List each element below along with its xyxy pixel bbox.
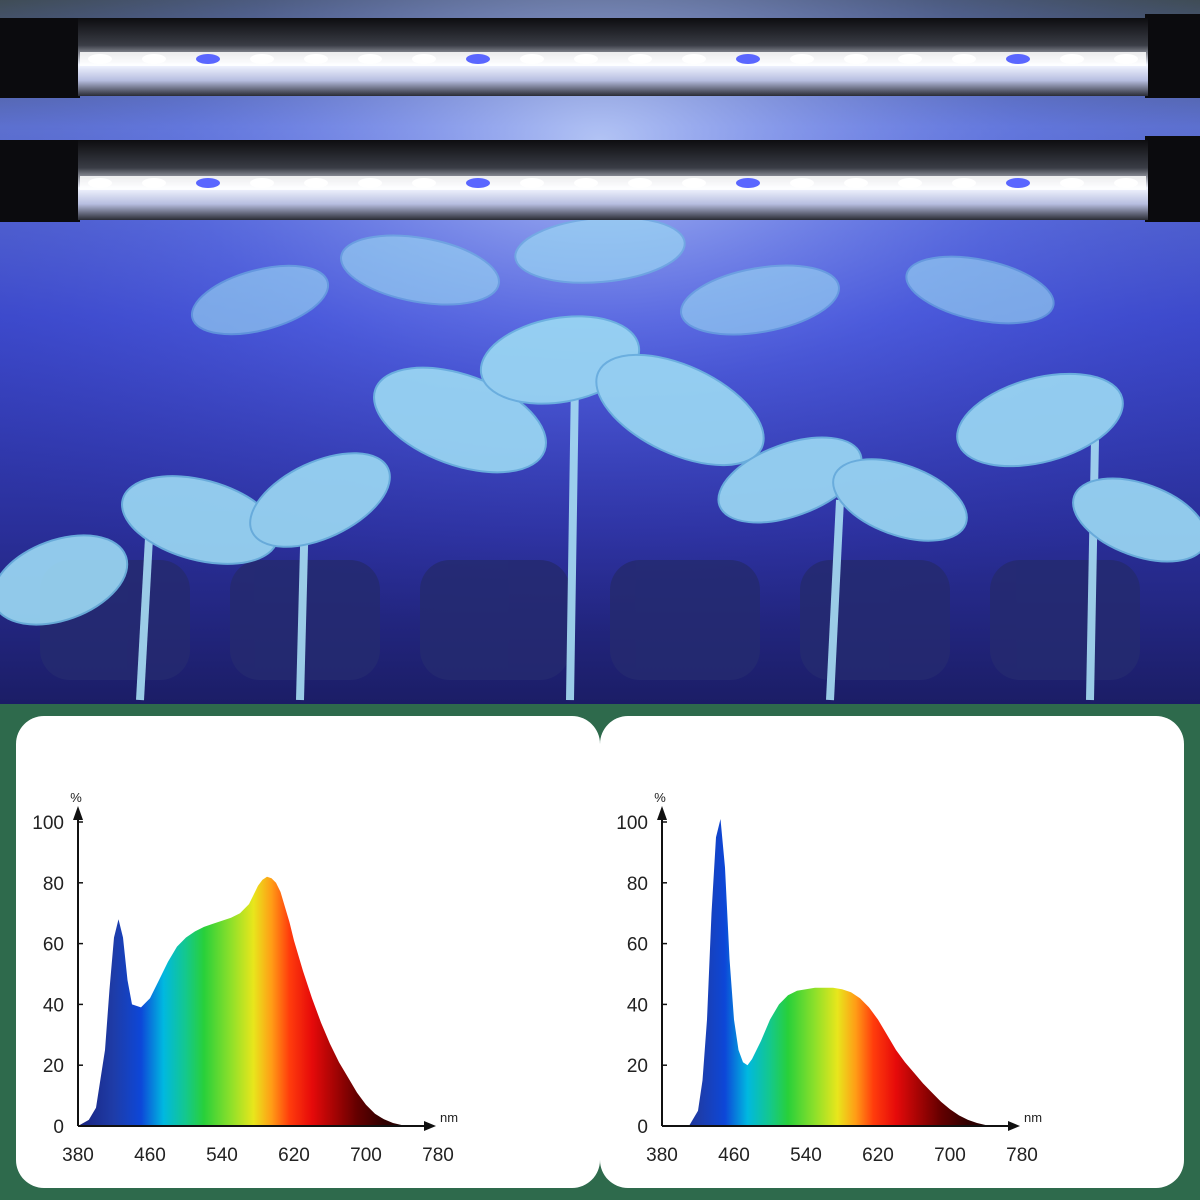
led-chip <box>1006 54 1030 64</box>
x-tick-label: 380 <box>646 1145 678 1166</box>
led-chip <box>1060 54 1084 64</box>
led-chip <box>628 178 652 188</box>
led-chip <box>682 54 706 64</box>
led-chip <box>574 178 598 188</box>
led-chip <box>196 54 220 64</box>
led-chip <box>1114 178 1138 188</box>
spectrum-area <box>78 876 411 1126</box>
y-unit-label: % <box>654 790 666 805</box>
spectrum-chart-left: 380 460 540 620 700 780 0 20 40 60 80 100 nm% <box>32 790 458 1166</box>
x-unit-label: nm <box>1024 1110 1042 1125</box>
led-chip <box>844 54 868 64</box>
led-chips <box>88 54 1138 188</box>
y-tick-label: 80 <box>43 874 64 895</box>
led-chip <box>628 54 652 64</box>
led-chip <box>898 54 922 64</box>
spectrum-chart-right: 380 460 540 620 700 780 0 20 40 60 80 100 nm% <box>616 790 1042 1166</box>
led-chip <box>574 54 598 64</box>
led-chip <box>142 178 166 188</box>
x-tick-label: 780 <box>1006 1145 1038 1166</box>
led-chip <box>1114 54 1138 64</box>
spectrum-area <box>689 819 995 1126</box>
x-axis-arrow <box>1008 1121 1020 1131</box>
x-tick-label: 700 <box>350 1145 382 1166</box>
led-chip <box>250 54 274 64</box>
led-chip <box>952 178 976 188</box>
led-chip <box>304 178 328 188</box>
x-tick-label: 540 <box>790 1145 822 1166</box>
y-axis-arrow <box>73 806 83 820</box>
y-tick-label: 40 <box>43 995 64 1016</box>
led-chip <box>250 178 274 188</box>
y-tick-label: 40 <box>627 995 648 1016</box>
led-chip <box>898 178 922 188</box>
y-tick-label: 60 <box>43 935 64 956</box>
y-tick-label: 100 <box>616 813 648 834</box>
led-chip <box>196 178 220 188</box>
x-tick-label: 540 <box>206 1145 238 1166</box>
led-chip <box>412 54 436 64</box>
seedlings <box>0 216 1200 701</box>
y-tick-label: 0 <box>53 1117 64 1138</box>
led-chip <box>952 54 976 64</box>
x-tick-label: 380 <box>62 1145 94 1166</box>
led-chip <box>304 54 328 64</box>
led-chip <box>88 54 112 64</box>
led-chip <box>520 54 544 64</box>
led-chip <box>412 178 436 188</box>
x-axis-arrow <box>424 1121 436 1131</box>
x-tick-label: 460 <box>718 1145 750 1166</box>
x-tick-label: 460 <box>134 1145 166 1166</box>
led-chip <box>844 178 868 188</box>
led-chip <box>88 178 112 188</box>
y-unit-label: % <box>70 790 82 805</box>
led-chip <box>520 178 544 188</box>
led-chip <box>358 54 382 64</box>
led-chip <box>790 178 814 188</box>
led-chip <box>1006 178 1030 188</box>
x-unit-label: nm <box>440 1110 458 1125</box>
led-chip <box>736 54 760 64</box>
spectrum-panel-left: 380 460 540 620 700 780 0 20 40 60 80 100 nm% <box>16 716 600 1188</box>
led-chip <box>358 178 382 188</box>
grow-light-photo <box>0 0 1200 704</box>
led-chip <box>1060 178 1084 188</box>
y-tick-label: 20 <box>627 1056 648 1077</box>
led-chip <box>466 178 490 188</box>
x-tick-label: 620 <box>278 1145 310 1166</box>
y-tick-label: 20 <box>43 1056 64 1077</box>
led-chip <box>142 54 166 64</box>
y-tick-label: 0 <box>637 1117 648 1138</box>
led-chip <box>682 178 706 188</box>
spectrum-panel-right: 380 460 540 620 700 780 0 20 40 60 80 100 nm% <box>600 716 1184 1188</box>
y-tick-label: 80 <box>627 874 648 895</box>
x-tick-label: 700 <box>934 1145 966 1166</box>
x-tick-label: 780 <box>422 1145 454 1166</box>
y-axis-arrow <box>657 806 667 820</box>
y-tick-label: 60 <box>627 935 648 956</box>
led-chip <box>736 178 760 188</box>
x-tick-label: 620 <box>862 1145 894 1166</box>
led-chip <box>466 54 490 64</box>
y-tick-label: 100 <box>32 813 64 834</box>
led-chip <box>790 54 814 64</box>
